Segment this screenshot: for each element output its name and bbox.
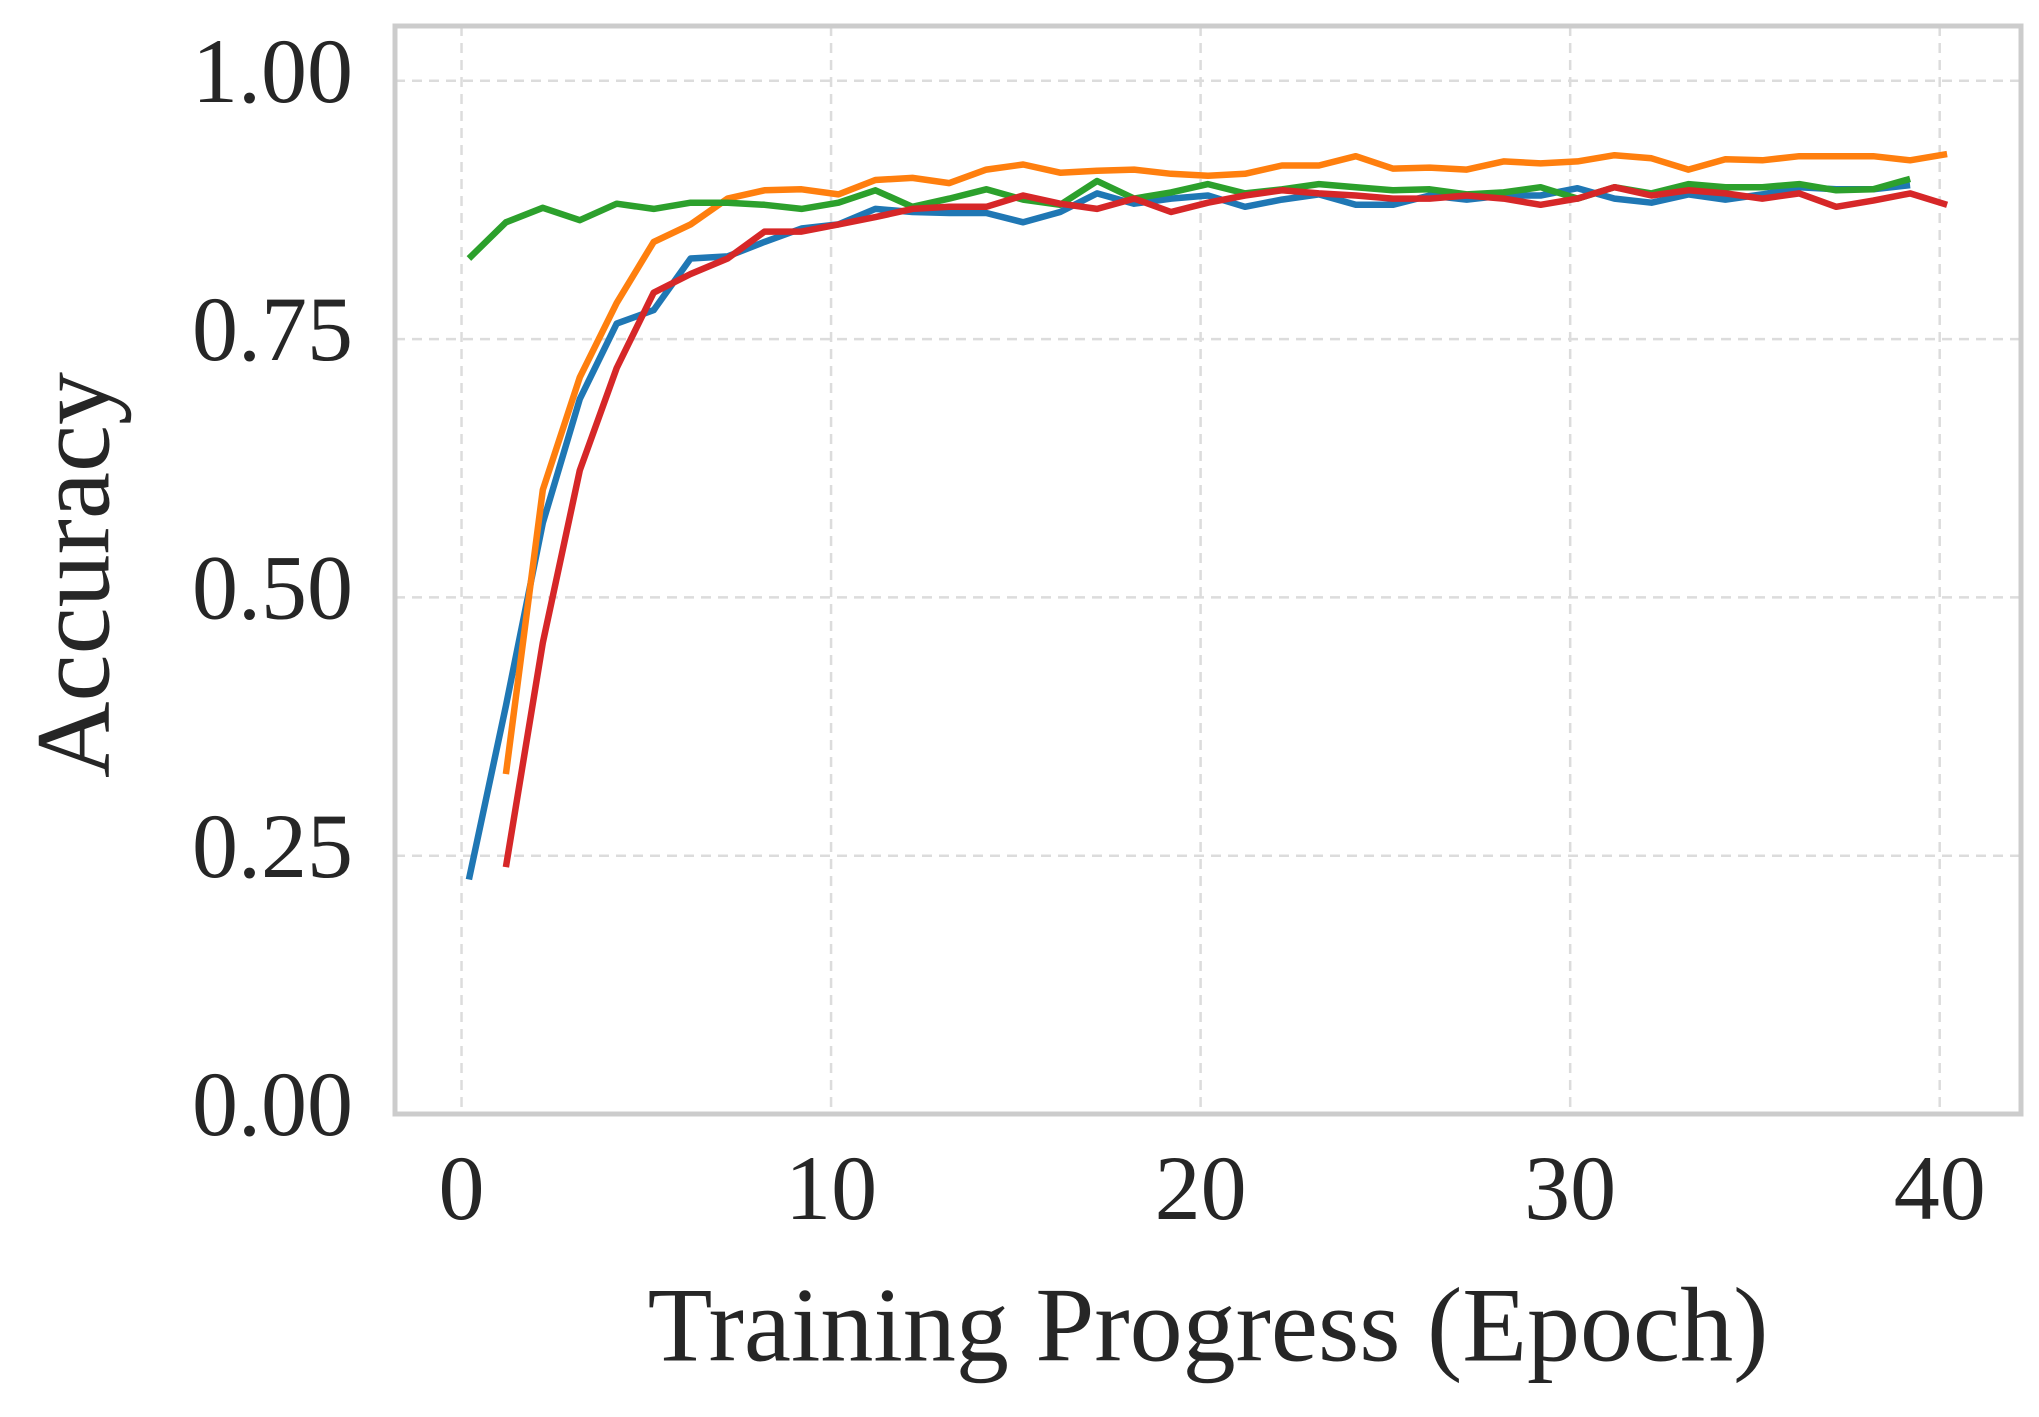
y-axis-label: Accuracy bbox=[14, 372, 131, 778]
x-axis-label: Training Progress (Epoch) bbox=[648, 1266, 1769, 1383]
line-series bbox=[502, 150, 1948, 775]
y-tick-label: 0.25 bbox=[192, 795, 353, 897]
y-tick-label: 0.75 bbox=[192, 278, 353, 380]
x-tick-label: 10 bbox=[785, 1137, 877, 1239]
x-tick-label: 0 bbox=[439, 1137, 485, 1239]
x-tick-label: 20 bbox=[1155, 1137, 1247, 1239]
line-series bbox=[466, 175, 1911, 261]
y-tick-label: 0.00 bbox=[192, 1053, 353, 1155]
line-series bbox=[465, 181, 1911, 881]
plot-frame bbox=[392, 23, 2024, 1117]
y-tick-label: 1.00 bbox=[192, 20, 353, 122]
x-tick-label: 30 bbox=[1524, 1137, 1616, 1239]
line-series bbox=[502, 183, 1949, 868]
y-tick-label: 0.50 bbox=[192, 536, 353, 638]
x-tick-label: 40 bbox=[1894, 1137, 1986, 1239]
